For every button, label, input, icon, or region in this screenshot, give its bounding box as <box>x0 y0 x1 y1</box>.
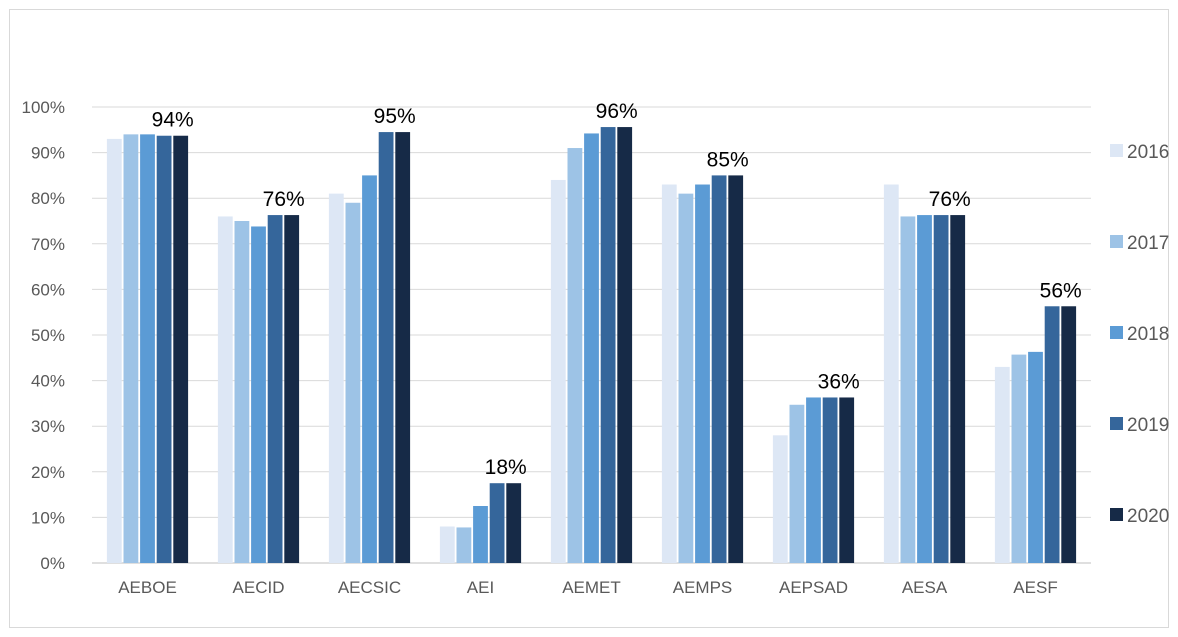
bar-aemet-2019 <box>600 127 616 564</box>
bar-aei-2018 <box>473 506 488 563</box>
bar-aemps-2019 <box>711 175 727 563</box>
data-label-aecid: 76% <box>263 188 305 211</box>
y-tick-label: 40% <box>31 372 65 391</box>
x-tick-label-aemet: AEMET <box>562 578 621 597</box>
y-tick-label: 10% <box>31 508 65 527</box>
x-tick-label-aepsad: AEPSAD <box>779 578 848 597</box>
bar-aesf-2020 <box>1061 306 1077 563</box>
bar-aei-2016 <box>439 526 455 563</box>
data-labels: 94% 76% 95% 18% 96% 85% 36% 76% 56% <box>152 100 1082 479</box>
bar-aesf-2016 <box>994 366 1010 563</box>
bar-aesa-2017 <box>900 216 916 563</box>
legend-label-2017: 2017 <box>1127 233 1169 254</box>
legend: 2016 2017 2018 2019 2020 <box>1110 142 1169 527</box>
bar-aecid-2017 <box>234 221 250 563</box>
bar-aesa-2018 <box>917 215 932 563</box>
bar-aecsic-2016 <box>328 193 344 563</box>
x-tick-label-aesf: AESF <box>1013 578 1057 597</box>
bar-aemet-2018 <box>584 133 599 563</box>
bar-aeboe-2016 <box>106 138 122 564</box>
bar-aei-2020 <box>506 483 522 563</box>
data-label-aeboe: 94% <box>152 109 194 132</box>
y-tick-label: 100% <box>22 98 65 117</box>
y-tick-label: 20% <box>31 463 65 482</box>
data-label-aesa: 76% <box>929 188 971 211</box>
bar-aei-2019 <box>489 483 505 563</box>
legend-swatch-2016 <box>1110 144 1123 157</box>
y-tick-label: 50% <box>31 326 65 345</box>
legend-label-2020: 2020 <box>1127 506 1169 527</box>
data-label-aei: 18% <box>485 456 527 479</box>
bar-aemps-2020 <box>728 175 744 563</box>
y-tick-label: 90% <box>31 144 65 163</box>
bar-aecsic-2018 <box>362 175 377 563</box>
bar-aemps-2016 <box>661 184 677 563</box>
y-tick-label: 60% <box>31 280 65 299</box>
bar-aeboe-2018 <box>140 134 155 564</box>
y-tick-label: 30% <box>31 417 65 436</box>
x-tick-label-aecid: AECID <box>233 578 285 597</box>
bars <box>106 127 1077 564</box>
bar-aecid-2020 <box>284 215 300 563</box>
bar-aesf-2017 <box>1011 354 1027 563</box>
bar-aesa-2019 <box>933 215 949 563</box>
bar-aepsad-2018 <box>806 397 821 563</box>
bar-aesa-2016 <box>883 184 899 563</box>
legend-swatch-2018 <box>1110 326 1123 339</box>
bar-aemet-2017 <box>567 148 583 564</box>
legend-swatch-2020 <box>1110 508 1123 521</box>
x-tick-label-aecsic: AECSIC <box>338 578 401 597</box>
bar-aecid-2019 <box>267 215 283 563</box>
y-tick-label: 80% <box>31 189 65 208</box>
bar-aemps-2018 <box>695 184 710 563</box>
bar-aecid-2016 <box>217 216 233 563</box>
legend-swatch-2019 <box>1110 417 1123 430</box>
bar-aecsic-2017 <box>345 202 361 563</box>
y-tick-label: 0% <box>40 554 65 573</box>
x-tick-label-aemps: AEMPS <box>673 578 733 597</box>
bar-aesa-2020 <box>950 215 966 563</box>
bar-aepsad-2019 <box>822 397 838 563</box>
data-label-aemps: 85% <box>707 148 749 171</box>
x-tick-label-aei: AEI <box>467 578 494 597</box>
bar-aesf-2019 <box>1044 306 1060 563</box>
bar-chart: 0% 10% 20% 30% 40% 50% 60% 70% 80% 90% 100% 94% 76%… <box>22 98 1170 597</box>
data-label-aecsic: 95% <box>374 105 416 128</box>
bar-aemet-2016 <box>550 179 566 563</box>
legend-label-2019: 2019 <box>1127 415 1169 436</box>
bar-aepsad-2020 <box>839 397 855 563</box>
y-axis-tick-labels: 0% 10% 20% 30% 40% 50% 60% 70% 80% 90% 100% <box>22 98 65 573</box>
chart-frame: 0% 10% 20% 30% 40% 50% 60% 70% 80% 90% 100% 94% 76%… <box>9 9 1169 628</box>
bar-aecid-2018 <box>251 226 266 564</box>
y-tick-label: 70% <box>31 235 65 254</box>
legend-swatch-2017 <box>1110 235 1123 248</box>
bar-aepsad-2016 <box>772 435 788 563</box>
x-tick-label-aeboe: AEBOE <box>118 578 177 597</box>
bar-aecsic-2020 <box>395 132 411 563</box>
data-label-aesf: 56% <box>1040 279 1082 302</box>
legend-label-2018: 2018 <box>1127 324 1169 345</box>
bar-aemps-2017 <box>678 193 694 563</box>
x-axis-tick-labels: AEBOE AECID AECSIC AEI AEMET AEMPS AEPSAD AESA A… <box>118 578 1058 597</box>
bar-aepsad-2017 <box>789 404 805 563</box>
data-label-aemet: 96% <box>596 100 638 123</box>
legend-label-2016: 2016 <box>1127 142 1169 163</box>
bar-aemet-2020 <box>617 127 633 564</box>
x-tick-label-aesa: AESA <box>902 578 948 597</box>
bar-aei-2017 <box>456 527 472 563</box>
bar-aesf-2018 <box>1028 351 1043 563</box>
bar-aecsic-2019 <box>378 132 394 563</box>
bar-aeboe-2020 <box>173 135 189 563</box>
bar-aeboe-2017 <box>123 134 139 564</box>
data-label-aepsad: 36% <box>818 370 860 393</box>
bar-aeboe-2019 <box>156 135 172 563</box>
